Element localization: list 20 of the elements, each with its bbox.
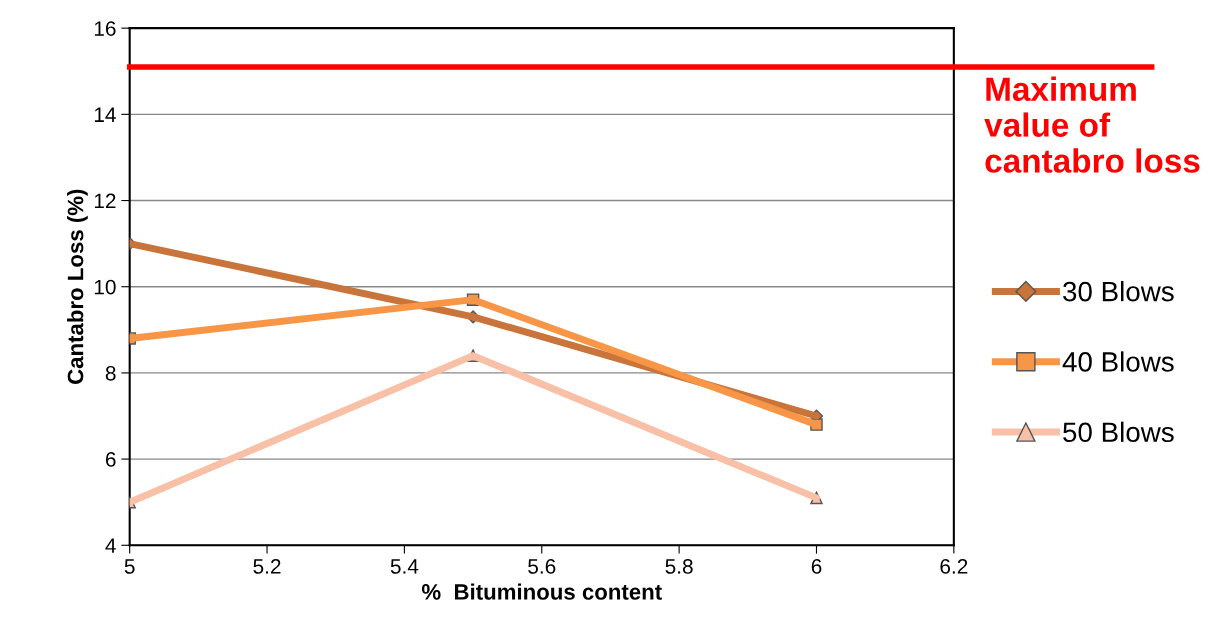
x-tick-label: 5.2 xyxy=(253,559,281,574)
x-tick-label: 6 xyxy=(811,559,822,574)
x-tick-label: 5.4 xyxy=(390,559,419,574)
x-tick-label: 5 xyxy=(124,559,135,574)
x-tick-label: 5.6 xyxy=(528,559,556,574)
legend-label: 40 Blows xyxy=(1062,351,1174,372)
legend-label: 30 Blows xyxy=(1063,281,1174,302)
ref-line-label: Maximum value of cantabro loss xyxy=(984,76,1200,173)
y-tick-label: 10 xyxy=(94,279,116,295)
y-tick-label: 16 xyxy=(94,21,116,36)
y-tick-label: 8 xyxy=(105,365,116,381)
x-tick-label: 5.8 xyxy=(665,559,693,574)
legend-label: 50 Blows xyxy=(1063,421,1174,443)
x-axis-title: % Bituminous content xyxy=(421,583,662,600)
x-tick-label: 6.2 xyxy=(940,559,968,574)
y-tick-label: 14 xyxy=(94,107,116,122)
y-tick-label: 12 xyxy=(94,193,116,209)
y-axis-title: Cantabro Loss (%) xyxy=(67,189,88,384)
y-tick-label: 6 xyxy=(105,452,116,467)
y-tick-label: 4 xyxy=(105,538,116,553)
